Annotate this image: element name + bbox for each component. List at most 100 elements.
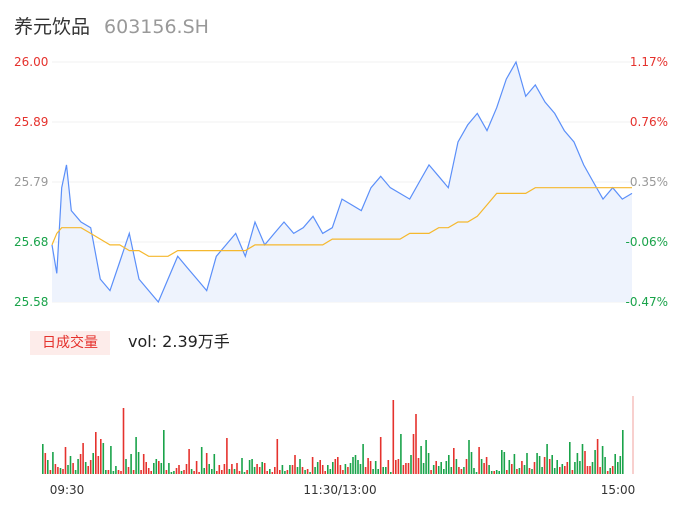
volume-bar (559, 467, 561, 474)
volume-bar (137, 452, 140, 474)
volume-bar (518, 468, 521, 474)
volume-bar (269, 469, 271, 474)
volume-bar (422, 463, 425, 474)
volume-bar (410, 455, 412, 474)
volume-bar (435, 461, 437, 474)
volume-bar (453, 448, 455, 474)
volume-bar (175, 468, 178, 474)
volume-bar (584, 451, 586, 474)
volume-bar (397, 459, 400, 474)
volume-bar (95, 432, 97, 474)
y-tick-left-4: 25.58 (14, 295, 48, 309)
volume-bar (455, 459, 458, 474)
volume-bar (513, 454, 516, 474)
volume-bar (271, 472, 274, 474)
volume-bar (236, 463, 238, 474)
volume-bar (364, 467, 367, 474)
volume-bar (357, 460, 359, 474)
volume-bar (311, 457, 314, 474)
volume-bar (188, 449, 190, 474)
volume-bar (468, 440, 470, 474)
x-tick-2: 15:00 (601, 483, 636, 497)
volume-bar (203, 468, 205, 474)
volume-bar (523, 465, 526, 474)
volume-bar (571, 470, 574, 474)
volume-bar (314, 467, 316, 474)
volume-bar (64, 447, 67, 474)
y-tick-right-1: 0.76% (630, 115, 668, 129)
volume-bar (503, 452, 506, 474)
volume-bar (89, 460, 92, 474)
volume-bar (611, 466, 614, 474)
volume-bar (185, 464, 188, 474)
volume-bar (332, 462, 334, 474)
volume-bar (306, 469, 309, 474)
volume-bar (589, 466, 591, 474)
volume-bar (304, 470, 306, 474)
volume-bar (536, 453, 538, 474)
volume-bar (74, 470, 77, 474)
price-lines (51, 60, 633, 304)
volume-bar (153, 463, 155, 474)
volume-bar (132, 470, 135, 474)
volume-bar (533, 462, 536, 474)
volume-bar (170, 472, 173, 474)
volume-bar (87, 466, 89, 474)
volume-bar (163, 430, 165, 474)
volume-bar (62, 469, 64, 474)
volume-bar (301, 467, 304, 474)
volume-bar (334, 459, 337, 474)
volume-bar (294, 455, 296, 474)
volume-bar (463, 467, 465, 474)
volume-bar (246, 470, 248, 474)
volume-bar (579, 461, 581, 474)
volume-bar (213, 454, 216, 474)
volume-bar (228, 469, 231, 474)
volume-bar (458, 467, 460, 474)
volume-bar (352, 457, 354, 474)
x-tick-0: 09:30 (50, 483, 85, 497)
volume-bar (97, 456, 100, 474)
volume-bar (92, 453, 94, 474)
volume-bar (218, 465, 221, 474)
volume-bar (566, 462, 569, 474)
volume-bar (84, 462, 87, 474)
volume-bar (158, 461, 160, 474)
volume-bar (67, 465, 69, 474)
volume-bar (402, 465, 405, 474)
y-tick-right-3: -0.06% (626, 235, 668, 249)
volume-bar (591, 462, 594, 474)
volume-bar (168, 463, 170, 474)
volume-bar (135, 437, 137, 474)
volume-bar (498, 471, 500, 474)
y-tick-left-1: 25.89 (14, 115, 48, 129)
volume-bar (417, 458, 420, 474)
volume-bar (329, 469, 332, 474)
volume-bar (342, 470, 344, 474)
y-tick-left-0: 26.00 (14, 55, 48, 69)
volume-bar (49, 470, 52, 474)
volume-bar (150, 471, 152, 474)
volume-bar (112, 471, 115, 474)
volume-bar (349, 463, 352, 474)
volume-bar (299, 459, 301, 474)
volume-bar (528, 468, 531, 474)
volume-bar (125, 459, 127, 474)
volume-bar (465, 459, 468, 474)
volume-bar (556, 460, 558, 474)
volume-bar (372, 469, 374, 474)
volume-bar (200, 447, 203, 474)
volume-bar (501, 450, 503, 474)
volume-bar (485, 457, 488, 474)
volume-bar (324, 471, 326, 474)
volume-bar (551, 455, 553, 474)
volume-bar (52, 452, 54, 474)
volume-bar (238, 471, 241, 474)
volume-bar (420, 446, 422, 474)
volume-bar (226, 438, 228, 474)
volume-bar (180, 471, 183, 474)
volume-bar (576, 453, 579, 474)
volume-bar (622, 430, 624, 474)
volume-bar (541, 467, 543, 474)
